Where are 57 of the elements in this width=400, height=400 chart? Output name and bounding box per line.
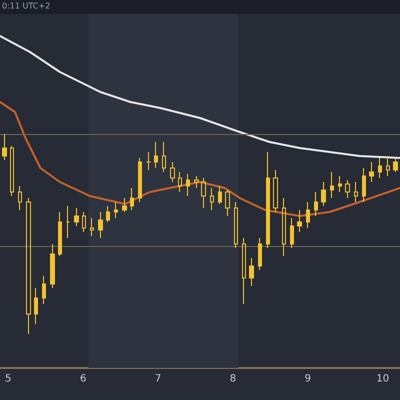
- candlestick: [378, 158, 382, 178]
- candlestick: [138, 158, 142, 202]
- candlestick: [154, 142, 158, 168]
- candlestick: [218, 186, 222, 204]
- candlestick: [225, 190, 230, 216]
- candlestick: [114, 202, 118, 218]
- candlestick: [82, 212, 86, 232]
- candlestick: [50, 244, 55, 288]
- x-tick-label: 10: [376, 374, 390, 384]
- candlestick: [393, 158, 398, 172]
- candlestick: [242, 238, 246, 304]
- candlestick: [330, 172, 334, 198]
- candlestick: [90, 218, 94, 236]
- candlestick: [186, 174, 190, 196]
- candlestick: [234, 202, 238, 248]
- candlestick: [58, 212, 62, 256]
- candlestick: [34, 288, 38, 324]
- candlestick: [345, 180, 350, 198]
- candlestick: [170, 162, 175, 182]
- candlestick: [314, 192, 318, 216]
- candlestick: [66, 206, 70, 238]
- candlestick: [146, 152, 151, 170]
- candlestick: [42, 276, 46, 304]
- candlestick: [10, 146, 14, 196]
- candlestick: [106, 206, 110, 222]
- x-tick-label: 9: [304, 374, 312, 384]
- candlestick: [338, 176, 342, 192]
- candlestick: [266, 152, 270, 248]
- x-tick-label: 5: [5, 374, 12, 384]
- candlestick: [306, 202, 310, 228]
- candlestick: [282, 198, 286, 256]
- candlestick: [210, 188, 214, 210]
- candlestick: [249, 258, 254, 286]
- candlestick: [290, 218, 294, 248]
- candlestick: [386, 156, 390, 176]
- candlestick: [273, 170, 278, 212]
- candlestick: [122, 198, 127, 212]
- candlestick: [354, 182, 358, 202]
- x-tick-label: 6: [80, 374, 86, 384]
- x-tick-label: 7: [154, 374, 162, 384]
- candlestick: [369, 162, 374, 182]
- x-tick-label: 8: [230, 374, 236, 384]
- candlestick: [321, 182, 326, 206]
- candlestick: [194, 176, 199, 188]
- candlestick: [26, 198, 31, 334]
- candlestick: [98, 212, 103, 238]
- candlestick: [201, 178, 206, 208]
- text: 0:11 UTC+2: [2, 2, 50, 10]
- candlestick: [362, 168, 366, 202]
- candlestick: [178, 172, 182, 192]
- candlestick: [297, 210, 302, 232]
- candlestick: [2, 134, 7, 160]
- candlestick: [130, 188, 134, 210]
- candlestick: [162, 142, 166, 172]
- candlestick: [258, 238, 262, 270]
- candlestick: [74, 208, 79, 226]
- candlestick: [18, 186, 22, 210]
